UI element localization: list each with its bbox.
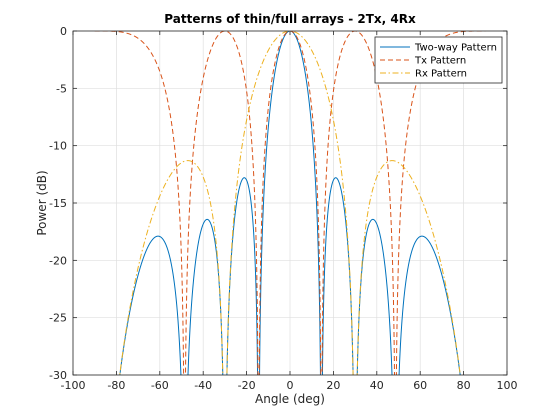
x-axis-label: Angle (deg) [255, 392, 325, 406]
chart-title: Patterns of thin/full arrays - 2Tx, 4Rx [164, 12, 416, 26]
x-tick-label: 60 [413, 379, 427, 392]
legend-label-0: Two-way Pattern [414, 43, 497, 54]
x-tick-label: -100 [61, 379, 86, 392]
y-tick-label: -15 [49, 197, 67, 210]
y-tick-label: -30 [49, 369, 67, 382]
x-tick-label: -20 [238, 379, 256, 392]
y-axis-label: Power (dB) [35, 170, 49, 235]
ticks: -100 -80 -60 -40 -20 0 20 40 60 80 100 0 -5 -10 -15 -20… [49, 25, 517, 392]
x-tick-label: -40 [194, 379, 212, 392]
series-line-2 [119, 31, 461, 375]
series-line-0 [119, 31, 461, 375]
x-tick-label: 80 [457, 379, 471, 392]
y-tick-label: 0 [60, 25, 67, 38]
y-tick-label: -5 [56, 82, 67, 95]
x-tick-label: -80 [107, 379, 125, 392]
y-tick-label: -10 [49, 140, 67, 153]
x-tick-label: -60 [151, 379, 169, 392]
x-tick-label: 40 [370, 379, 384, 392]
legend-label-1: Tx Pattern [414, 56, 466, 67]
legend: Two-way Pattern Tx Pattern Rx Pattern [374, 36, 503, 84]
y-tick-label: -25 [49, 312, 67, 325]
x-tick-label: 0 [287, 379, 294, 392]
x-tick-label: 100 [497, 379, 518, 392]
y-tick-label: -20 [49, 254, 67, 267]
legend-label-2: Rx Pattern [415, 69, 467, 80]
x-tick-label: 20 [326, 379, 340, 392]
